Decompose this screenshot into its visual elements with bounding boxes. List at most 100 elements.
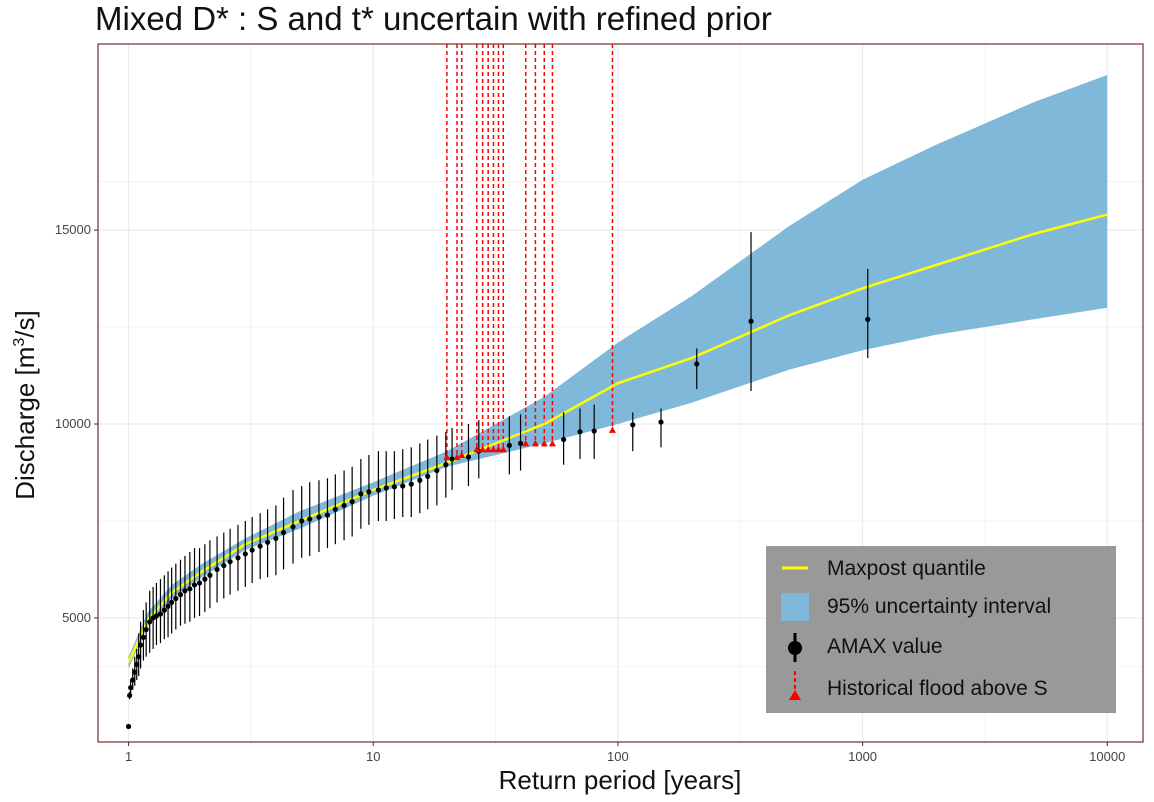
amax-point: [182, 588, 188, 594]
amax-point: [257, 543, 263, 549]
historical-flood-marker: [540, 439, 548, 447]
amax-point: [391, 484, 397, 490]
legend-label-amax: AMAX value: [827, 635, 943, 658]
amax-point: [191, 582, 198, 588]
chart-title: Mixed D* : S and t* uncertain with refin…: [95, 0, 772, 37]
amax-point: [299, 518, 305, 524]
amax-point: [242, 551, 248, 557]
amax-point: [400, 483, 406, 489]
amax-point: [358, 491, 364, 497]
amax-point: [196, 580, 203, 586]
x-tick-label: 100: [607, 749, 629, 764]
amax-point: [187, 586, 193, 592]
amax-point: [221, 562, 227, 569]
amax-point: [449, 456, 455, 462]
uncertainty-band-area: [128, 75, 1108, 669]
legend-label-historical: Historical flood above S: [827, 677, 1048, 700]
amax-point: [264, 539, 271, 545]
y-tick-label: 5000: [62, 610, 91, 625]
amax-point: [307, 516, 313, 522]
amax-point: [132, 669, 138, 675]
amax-point: [324, 512, 331, 518]
x-tick-label: 1000: [848, 749, 877, 764]
amax-point: [366, 489, 372, 495]
amax-point: [865, 316, 871, 322]
amax-point: [153, 613, 160, 619]
amax-point: [136, 654, 142, 660]
historical-flood-marker: [494, 445, 502, 453]
amax-point: [316, 514, 322, 520]
amax-point: [630, 422, 636, 428]
amax-point: [140, 634, 147, 640]
amax-point: [332, 506, 338, 512]
amax-point: [138, 642, 144, 648]
panel-border: [97, 43, 1144, 743]
historical-flood-markers: [443, 426, 616, 460]
historical-flood-marker: [443, 453, 451, 460]
amax-point: [130, 677, 136, 683]
amax-point: [375, 487, 382, 493]
x-tick-label: 10: [366, 749, 380, 764]
x-axis-title: Return period [years]: [499, 765, 742, 795]
amax-point: [125, 723, 132, 730]
amax-point: [349, 498, 355, 505]
legend: Maxpost quantile 95% uncertainty interva…: [766, 546, 1116, 713]
amax-point: [147, 619, 153, 625]
amax-point: [143, 626, 149, 633]
amax-point: [425, 473, 431, 479]
amax-points: [125, 232, 871, 730]
uncertainty-band: [128, 75, 1108, 669]
amax-point: [214, 566, 220, 573]
historical-flood-marker: [499, 445, 507, 453]
amax-point: [169, 599, 175, 606]
amax-point: [202, 576, 208, 582]
legend-key-historical-triangle: [789, 690, 801, 700]
historical-flood-marker: [453, 453, 461, 460]
amax-point: [577, 429, 583, 435]
y-axis-title: Discharge [m3/s]: [10, 310, 40, 500]
historical-flood-marker: [489, 445, 497, 453]
amax-point: [227, 559, 233, 565]
amax-point: [273, 535, 279, 542]
amax-point: [127, 692, 133, 699]
amax-point: [658, 419, 664, 425]
amax-point: [465, 454, 472, 460]
amax-point: [280, 530, 287, 536]
legend-label-maxpost: Maxpost quantile: [827, 557, 986, 580]
maxpost-quantile-line: [127, 213, 1108, 664]
amax-point: [157, 611, 164, 617]
amax-point: [694, 361, 700, 367]
historical-flood-marker: [522, 439, 530, 447]
amax-point: [235, 555, 241, 561]
amax-point: [207, 572, 213, 578]
maxpost-quantile-path: [127, 213, 1108, 664]
amax-point: [290, 524, 296, 530]
amax-point: [177, 592, 184, 598]
legend-label-band: 95% uncertainty interval: [827, 595, 1051, 618]
y-axis-ticks: 5000 10000 15000: [55, 222, 98, 625]
amax-point: [434, 467, 440, 474]
historical-flood-marker: [608, 426, 616, 433]
y-axis-title-sup: 3: [11, 338, 28, 347]
y-tick-label: 15000: [55, 222, 91, 237]
amax-point: [417, 477, 423, 483]
legend-key-amax-point: [788, 641, 802, 655]
x-tick-label: 10000: [1089, 749, 1125, 764]
historical-flood-marker: [473, 445, 481, 453]
amax-point: [408, 481, 414, 487]
y-axis-title-main: Discharge [m: [10, 347, 40, 500]
amax-point: [341, 502, 347, 509]
historical-flood-marker: [548, 439, 556, 447]
x-axis-ticks: 1 10 100 1000 10000: [125, 742, 1125, 764]
amax-point: [561, 436, 567, 443]
amax-point: [249, 547, 255, 553]
amax-point: [383, 485, 389, 491]
historical-flood-lines: [446, 44, 614, 457]
amax-point: [161, 607, 167, 613]
amax-point: [173, 595, 179, 602]
amax-point: [165, 603, 171, 609]
historical-flood-marker: [531, 439, 539, 447]
historical-flood-marker: [484, 445, 492, 453]
historical-flood-marker: [458, 451, 466, 459]
